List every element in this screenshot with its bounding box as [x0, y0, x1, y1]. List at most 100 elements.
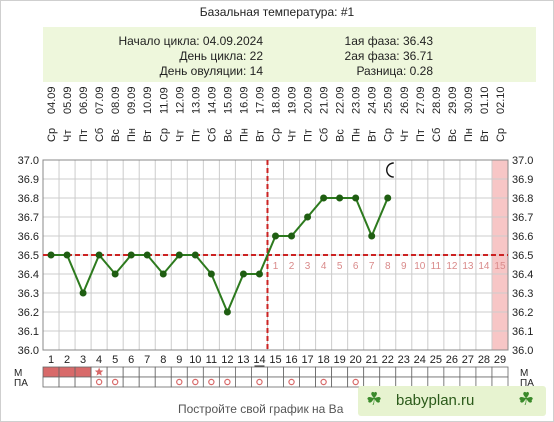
menstruation-cell: [218, 366, 236, 378]
pa-cell: [315, 376, 333, 388]
date-label: 28.09: [431, 86, 443, 114]
weekday-label: Вс: [222, 129, 234, 142]
crescent-moon-icon: [386, 162, 394, 178]
y-tick-label-left: 36.8: [18, 193, 39, 205]
logo-text: babyplan.ru: [396, 392, 475, 409]
menstruation-cell: [283, 366, 300, 378]
post-ovulation-label: 5: [337, 261, 343, 272]
date-label: 14.09: [206, 86, 218, 114]
menstruation-cell: [363, 366, 381, 378]
temperature-point: [47, 251, 55, 259]
weekday-label: Вс: [110, 129, 122, 142]
row-label-right-m: М: [520, 368, 528, 379]
temperature-point: [79, 289, 87, 297]
y-tick-label-left: 36.5: [18, 250, 39, 262]
day-number-label: 13: [237, 354, 249, 366]
day-number-label: 26: [446, 354, 458, 366]
pa-marker: [111, 378, 119, 386]
y-tick-label-left: 36.2: [18, 307, 39, 319]
day-number-label: 3: [80, 354, 86, 366]
weekday-label: Сб: [431, 128, 443, 142]
post-ovulation-label: 14: [478, 261, 490, 272]
menstruation-cell: [106, 366, 124, 378]
date-label: 12.09: [174, 86, 186, 114]
y-tick-label-right: 36.1: [512, 326, 533, 338]
date-label: 11.09: [158, 87, 170, 114]
pa-cell: [170, 376, 188, 388]
day-number-label: 21: [366, 354, 378, 366]
post-ovulation-label: 3: [305, 261, 311, 272]
ovulation-day-text: День овуляции: 14: [159, 64, 263, 78]
date-label: 13.09: [190, 86, 202, 114]
pa-cell: [90, 376, 108, 388]
y-tick-label-right: 36.3: [512, 288, 533, 300]
weekday-label: Вс: [335, 129, 347, 142]
day-number-label: 28: [478, 354, 490, 366]
menstruation-cell: [74, 366, 92, 378]
date-label: 30.09: [463, 86, 475, 114]
clover-icon: ☘: [366, 389, 383, 409]
phase1-text: 1ая фаза: 36.43: [344, 34, 433, 48]
day-number-label: 9: [176, 354, 182, 366]
pa-marker: [288, 378, 295, 386]
y-tick-label-left: 36.9: [18, 174, 39, 186]
menstruation-cell: [122, 366, 140, 378]
babyplan-logo[interactable]: ☘ babyplan.ru ☘: [358, 386, 546, 416]
pa-cell: [42, 376, 60, 388]
day-number-label: 5: [112, 354, 118, 366]
footer-text: Постройте свой график на Ba: [178, 402, 344, 416]
day-number-label: 1: [48, 354, 54, 366]
post-ovulation-label: 2: [289, 261, 295, 272]
day-number-label: 16: [285, 354, 297, 366]
date-label: 24.09: [367, 86, 379, 114]
post-ovulation-label: 4: [321, 261, 327, 272]
menstruation-cell: [315, 366, 333, 378]
pa-cell: [74, 376, 92, 388]
temperature-point: [223, 308, 231, 316]
date-label: 23.09: [351, 86, 363, 114]
temperature-point: [336, 194, 344, 202]
menstruation-cell: [379, 366, 397, 378]
post-ovulation-label: 13: [462, 261, 474, 272]
menstruation-cell: [267, 366, 284, 378]
post-ovulation-label: 1: [273, 261, 279, 272]
y-tick-label-left: 36.3: [18, 288, 39, 300]
menstruation-cell: [186, 366, 204, 378]
date-label: 05.09: [62, 86, 74, 114]
temperature-point: [320, 194, 328, 202]
date-label: 10.09: [142, 86, 154, 114]
post-ovulation-label: 11: [431, 261, 442, 272]
day-number-label: 19: [334, 354, 346, 366]
y-tick-label-right: 36.9: [512, 174, 533, 186]
date-label: 22.09: [335, 86, 347, 114]
weekday-label: Вт: [254, 130, 266, 142]
day-number-label: 23: [398, 354, 410, 366]
post-ovulation-label: 12: [446, 261, 458, 272]
menstruation-cell: [443, 366, 461, 378]
post-ovulation-label: 9: [401, 261, 407, 272]
date-label: 27.09: [415, 86, 427, 114]
menstruation-cell: [411, 366, 429, 378]
weekday-label: Вт: [142, 130, 154, 142]
weekday-label: Вс: [447, 129, 459, 142]
weekday-label: Чт: [174, 130, 186, 142]
y-tick-label-left: 37.0: [18, 155, 39, 167]
weekday-label: Ср: [495, 128, 507, 142]
temperature-point: [352, 194, 360, 202]
pa-cell: [154, 376, 172, 388]
y-tick-label-right: 36.7: [512, 212, 533, 224]
weekday-label: Пт: [78, 129, 90, 142]
menstruation-cell: [235, 366, 252, 378]
menstruation-cell: [459, 366, 477, 378]
y-tick-label-right: 36.2: [512, 307, 533, 319]
chart-title: Базальная температура: #1: [199, 5, 355, 19]
menstruation-cell: [251, 366, 268, 378]
menstruation-cell: [331, 366, 349, 378]
weekday-label: Пн: [238, 128, 250, 142]
row-label-right-pa: ПА: [520, 378, 534, 389]
date-label: 29.09: [447, 86, 459, 114]
date-label: 04.09: [46, 86, 58, 114]
temperature-point: [95, 251, 103, 259]
menstruation-cell: [154, 366, 172, 378]
day-number-label: 24: [414, 354, 426, 366]
